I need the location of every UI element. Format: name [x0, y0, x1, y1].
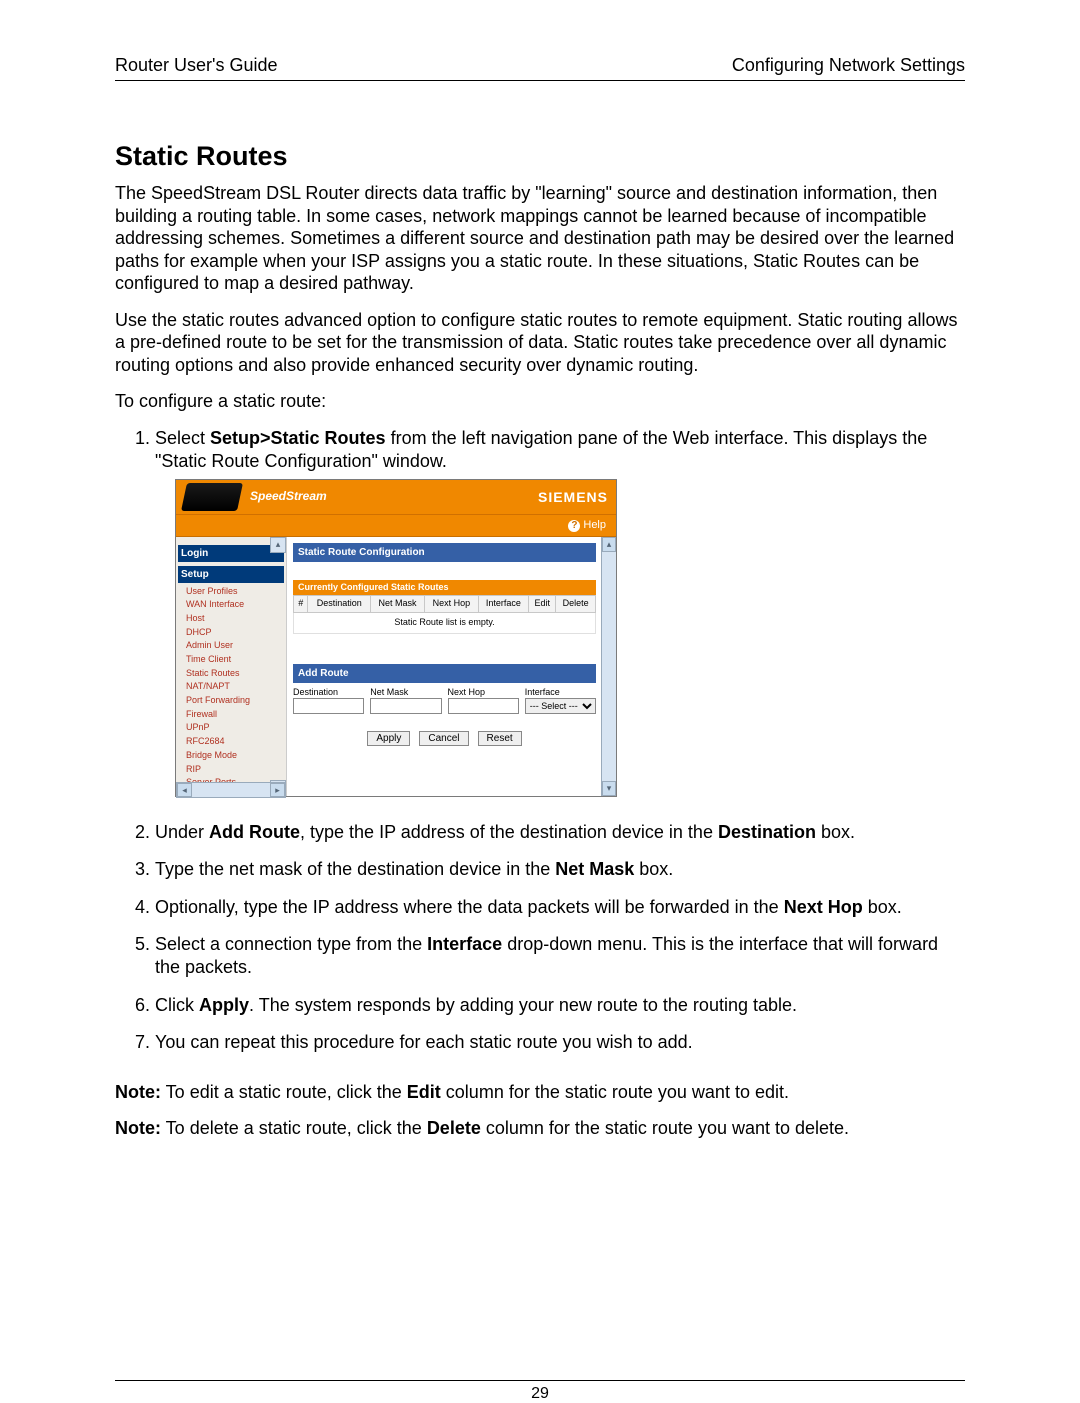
- cancel-button[interactable]: Cancel: [419, 731, 468, 746]
- page-number: 29: [115, 1380, 965, 1403]
- intro-para-1: The SpeedStream DSL Router directs data …: [115, 182, 965, 295]
- netmask-input[interactable]: [370, 698, 441, 714]
- note-2: Note: To delete a static route, click th…: [115, 1117, 965, 1140]
- routes-empty: Static Route list is empty.: [294, 612, 596, 633]
- nav-item[interactable]: RIP: [182, 763, 282, 777]
- help-icon[interactable]: ?: [568, 520, 580, 532]
- nav-item[interactable]: UPnP: [182, 721, 282, 735]
- nav-item[interactable]: Host: [182, 612, 282, 626]
- main-panel: ▴▾ Static Route Configuration Currently …: [287, 537, 616, 796]
- nav-item[interactable]: DHCP: [182, 626, 282, 640]
- step-1: Select Setup>Static Routes from the left…: [155, 427, 965, 797]
- add-route-header: Add Route: [293, 664, 596, 683]
- nav-item[interactable]: Static Routes: [182, 667, 282, 681]
- panel-title: Static Route Configuration: [293, 543, 596, 562]
- brand-siemens: SIEMENS: [538, 488, 608, 506]
- intro-para-2: Use the static routes advanced option to…: [115, 309, 965, 377]
- header-left: Router User's Guide: [115, 55, 278, 76]
- apply-button[interactable]: Apply: [367, 731, 410, 746]
- nav-scroll-up[interactable]: ▴: [270, 537, 286, 553]
- destination-input[interactable]: [293, 698, 364, 714]
- nav-login[interactable]: Login: [178, 545, 284, 562]
- page-title: Static Routes: [115, 141, 965, 172]
- router-image: [181, 483, 243, 511]
- step-5: Select a connection type from the Interf…: [155, 933, 965, 980]
- left-nav: ▴ Login Setup User Profiles WAN Interfac…: [176, 537, 287, 796]
- brand-speedstream: SpeedStream: [250, 489, 327, 505]
- nav-item[interactable]: Bridge Mode: [182, 749, 282, 763]
- step-4: Optionally, type the IP address where th…: [155, 896, 965, 919]
- router-screenshot: SpeedStream SIEMENS ?Help ▴ Login Setup …: [175, 479, 617, 797]
- step-7: You can repeat this procedure for each s…: [155, 1031, 965, 1054]
- nav-item[interactable]: Port Forwarding: [182, 694, 282, 708]
- nav-item[interactable]: NAT/NAPT: [182, 680, 282, 694]
- interface-select[interactable]: --- Select ---: [525, 698, 596, 714]
- nav-hscroll[interactable]: ◂▸: [176, 782, 286, 798]
- reset-button[interactable]: Reset: [478, 731, 522, 746]
- nav-item[interactable]: Time Client: [182, 653, 282, 667]
- nav-item[interactable]: User Profiles: [182, 585, 282, 599]
- step-3: Type the net mask of the destination dev…: [155, 858, 965, 881]
- nav-item[interactable]: Admin User: [182, 639, 282, 653]
- routes-table: # Destination Net Mask Next Hop Interfac…: [293, 595, 596, 633]
- nexthop-input[interactable]: [448, 698, 519, 714]
- intro-para-3: To configure a static route:: [115, 390, 965, 413]
- header-right: Configuring Network Settings: [732, 55, 965, 76]
- note-1: Note: To edit a static route, click the …: [115, 1081, 965, 1104]
- nav-setup[interactable]: Setup: [178, 566, 284, 583]
- nav-item[interactable]: WAN Interface: [182, 598, 282, 612]
- help-link[interactable]: Help: [583, 519, 606, 531]
- panel-vscroll[interactable]: ▴▾: [601, 537, 616, 796]
- nav-item[interactable]: Firewall: [182, 708, 282, 722]
- nav-item[interactable]: RFC2684: [182, 735, 282, 749]
- steps-list: Select Setup>Static Routes from the left…: [115, 427, 965, 1055]
- panel-subtitle: Currently Configured Static Routes: [293, 580, 596, 596]
- step-2: Under Add Route, type the IP address of …: [155, 821, 965, 844]
- step-6: Click Apply. The system responds by addi…: [155, 994, 965, 1017]
